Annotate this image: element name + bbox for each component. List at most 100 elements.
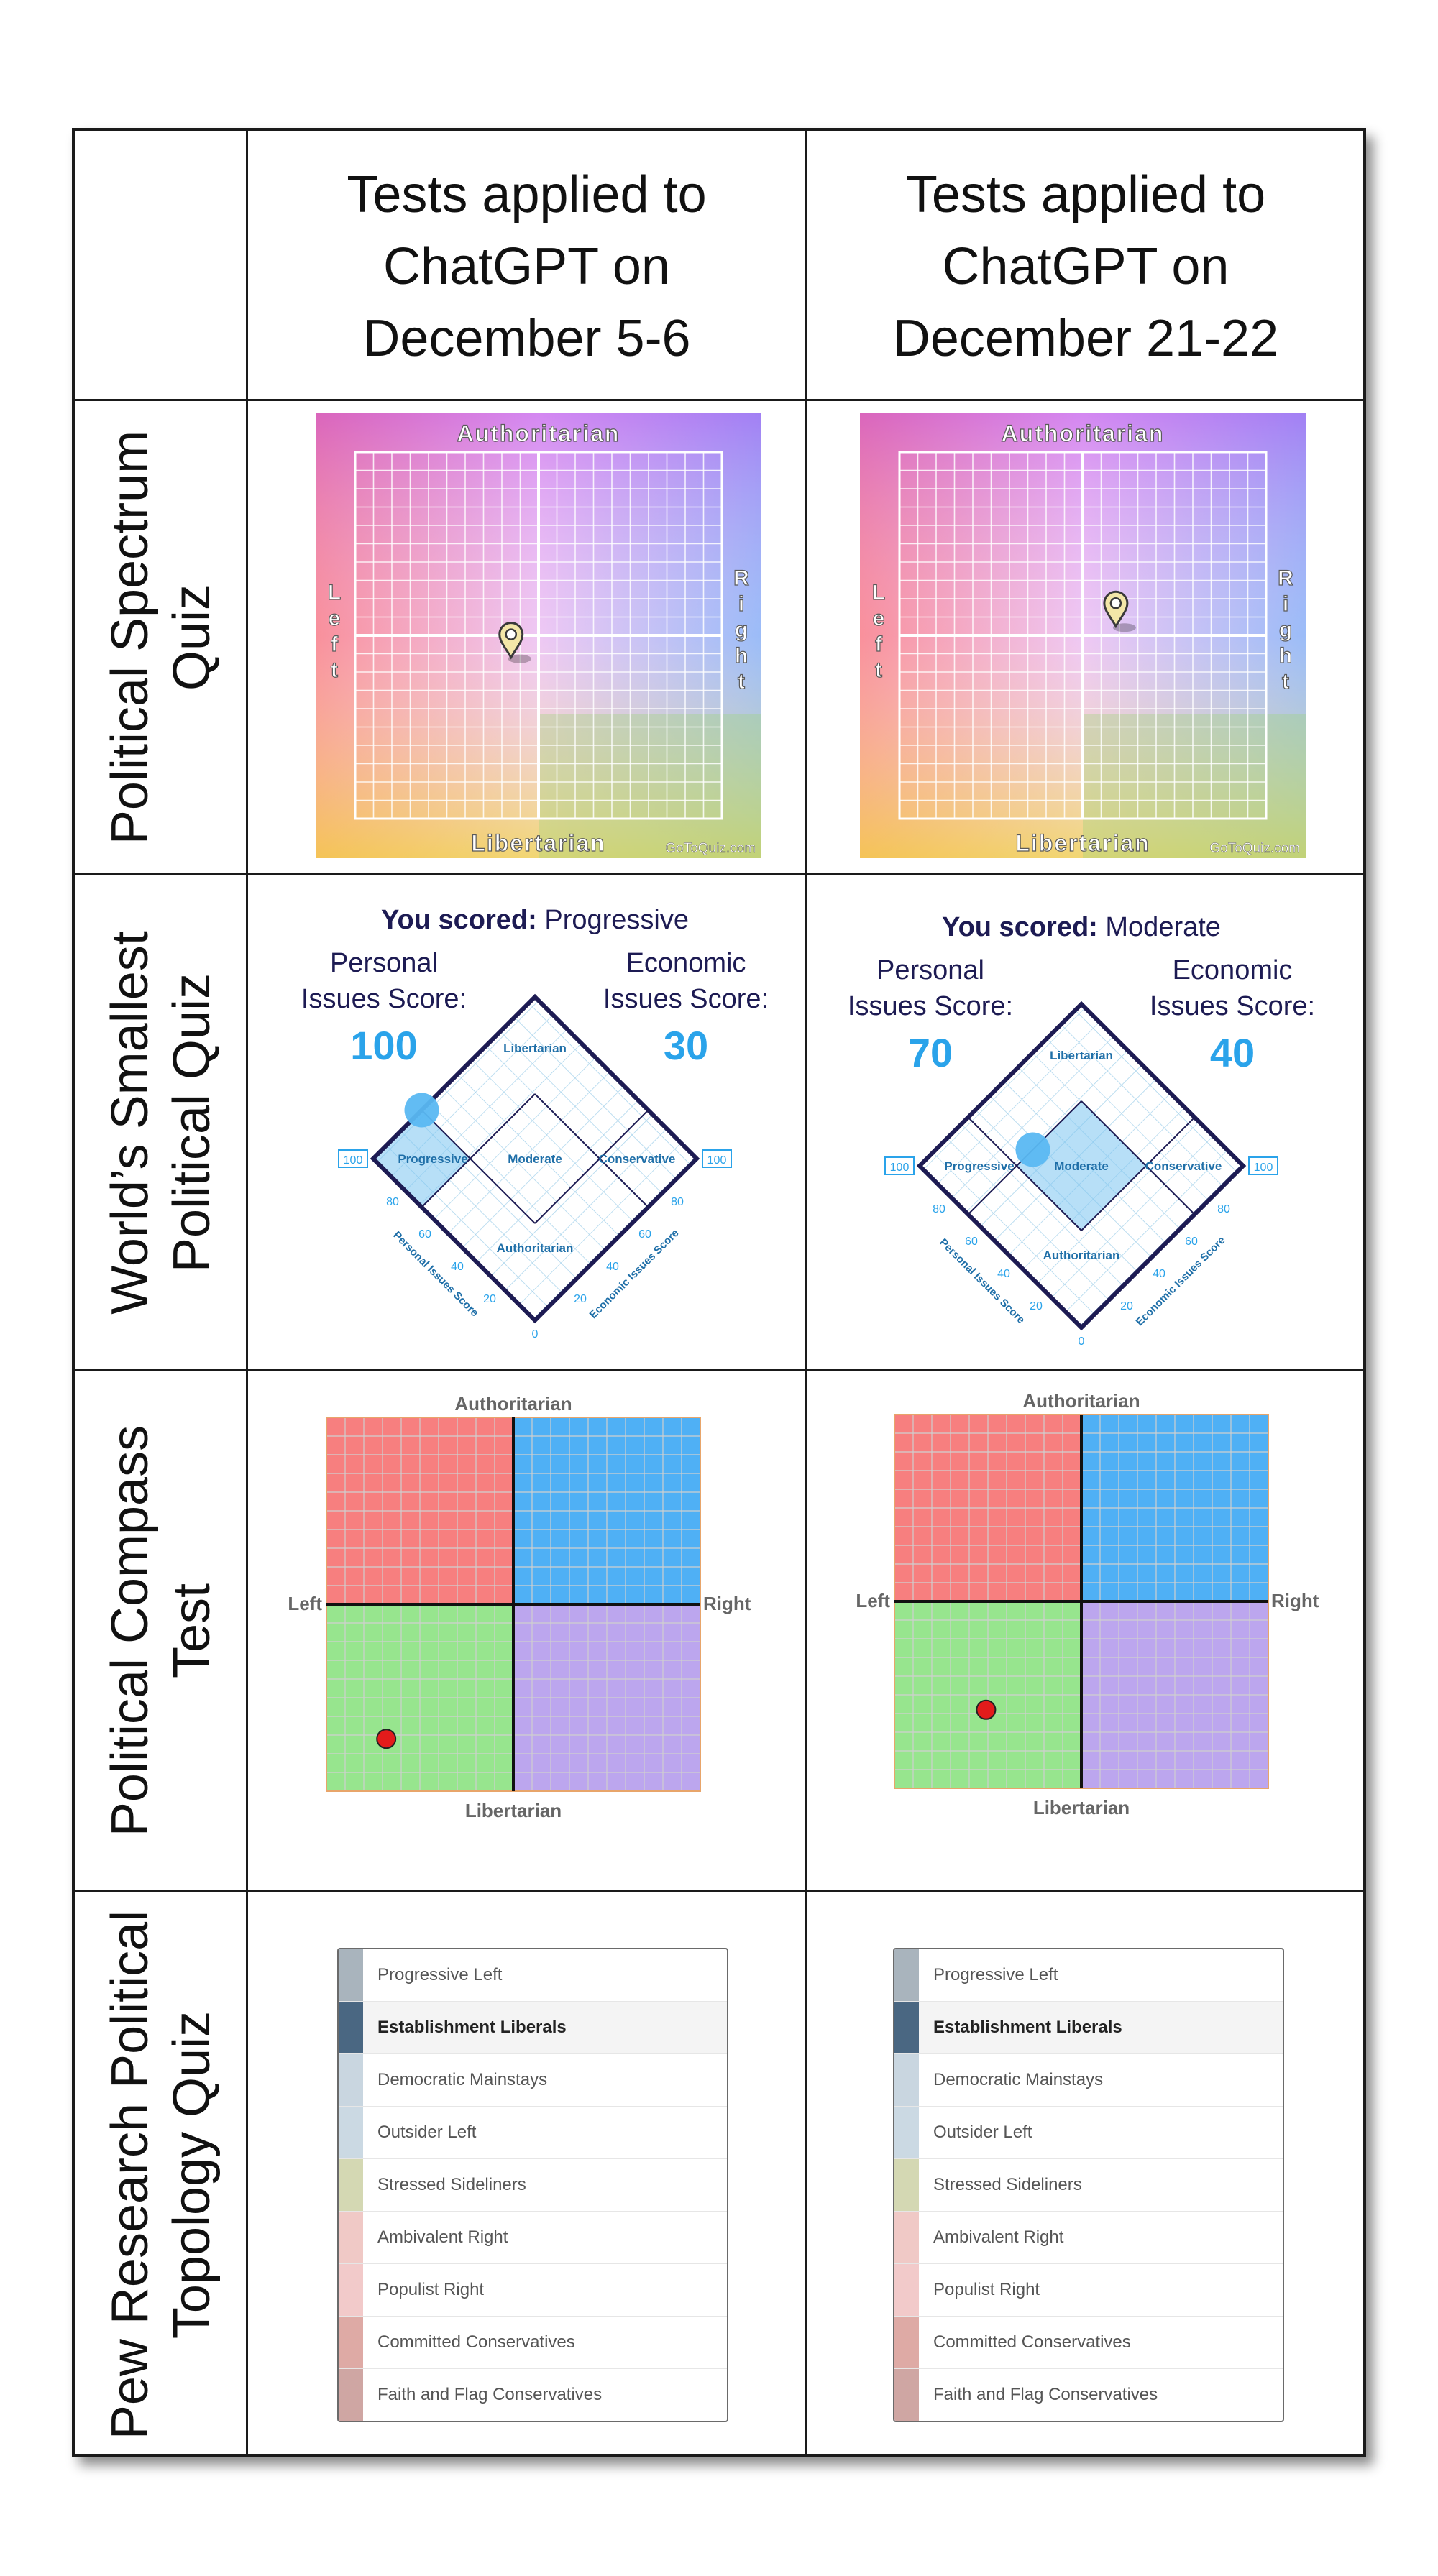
region-line xyxy=(1145,1165,1196,1215)
pew-swatch xyxy=(339,1949,363,2001)
smallest-svg: You scored: Moderate Personal Issues Score… xyxy=(848,912,1315,1348)
region-line xyxy=(967,1116,1017,1167)
personal-label: Personal xyxy=(330,948,438,978)
compass-chart-1: Authoritarian Libertarian Left Right xyxy=(844,1371,1319,1867)
result-dot xyxy=(1015,1132,1050,1167)
pew-row: Committed Conservatives xyxy=(894,2317,1283,2369)
pew-swatch xyxy=(894,1949,919,2001)
axis-label-bottom: Libertarian xyxy=(1015,830,1150,856)
row-label-worlds-smallest: World’s Smallest Political Quiz xyxy=(75,875,247,1369)
spectrum-svg: AuthoritarianLibertarianLeftRightGoToQui… xyxy=(860,413,1306,858)
axis-label-right: Right xyxy=(1271,1590,1319,1611)
pew-swatch xyxy=(339,2369,363,2421)
pew-label: Faith and Flag Conservatives xyxy=(377,2385,603,2404)
pew-row: Outsider Left xyxy=(339,2107,727,2159)
pew-row: Outsider Left xyxy=(894,2107,1283,2159)
row-divider xyxy=(75,399,1363,401)
pew-row: Stressed Sideliners xyxy=(339,2159,727,2212)
axis-label-left: Left xyxy=(288,1593,322,1614)
region-label-conservative: Conservative xyxy=(599,1152,676,1166)
region-label-authoritarian: Authoritarian xyxy=(497,1241,574,1255)
tick-personal: 60 xyxy=(418,1228,431,1241)
pew-label: Faith and Flag Conservatives xyxy=(933,2385,1158,2404)
axis-label-top: Authoritarian xyxy=(454,1393,572,1414)
pew-row: Establishment Liberals xyxy=(339,2002,727,2054)
column-header-dec-21-22: Tests applied to ChatGPT on December 21-22 xyxy=(807,131,1364,402)
pew-label: Outsider Left xyxy=(377,2122,477,2142)
pew-label: Ambivalent Right xyxy=(933,2227,1064,2247)
pew-swatch xyxy=(894,2212,919,2263)
pew-label: Committed Conservatives xyxy=(377,2332,575,2352)
tick-economic: 40 xyxy=(1153,1268,1165,1280)
tick-zero: 0 xyxy=(532,1328,539,1340)
smallest-chart-1: You scored: Moderate Personal Issues Score… xyxy=(837,886,1326,1374)
tick-personal: 60 xyxy=(965,1236,978,1248)
region-label-progressive: Progressive xyxy=(398,1152,467,1166)
region-line xyxy=(1016,1165,1082,1231)
region-line xyxy=(534,1093,600,1159)
region-label-moderate: Moderate xyxy=(508,1152,562,1166)
column-header-dec-5-6: Tests applied to ChatGPT on December 5-6 xyxy=(248,131,805,402)
region-line xyxy=(967,1165,1017,1215)
pew-swatch xyxy=(339,2107,363,2158)
axis-label-left: t xyxy=(331,658,339,682)
tick-personal: 40 xyxy=(997,1268,1010,1280)
score-box-left xyxy=(338,1149,368,1168)
axis-label-right: h xyxy=(735,644,749,668)
row-divider xyxy=(75,873,1363,875)
score-box-left xyxy=(884,1156,915,1175)
column-divider xyxy=(805,131,807,2454)
pew-label: Stressed Sideliners xyxy=(377,2175,526,2194)
pew-row: Establishment Liberals xyxy=(894,2002,1283,2054)
pew-row: Progressive Left xyxy=(894,1949,1283,2002)
axis-label-right: Right xyxy=(703,1593,751,1614)
pew-swatch xyxy=(339,2054,363,2106)
axis-label-left: f xyxy=(331,632,339,656)
tick-economic: 60 xyxy=(638,1228,651,1241)
economic-score: 40 xyxy=(1210,1030,1255,1075)
score-box-right-text: 100 xyxy=(1254,1162,1273,1174)
pew-label: Outsider Left xyxy=(933,2122,1032,2142)
axis-label-bottom: Libertarian xyxy=(1033,1797,1130,1818)
region-label-conservative: Conservative xyxy=(1145,1159,1222,1173)
pew-row: Faith and Flag Conservatives xyxy=(894,2369,1283,2421)
comparison-table: Tests applied to ChatGPT on December 5-6 T… xyxy=(72,128,1366,2457)
axis-label-left: f xyxy=(875,632,884,656)
axis-label-left: L xyxy=(328,581,342,604)
marker-shadow xyxy=(1112,623,1136,632)
score-box-left-text: 100 xyxy=(890,1162,910,1174)
region-line xyxy=(1081,1100,1147,1167)
region-label-libertarian: Libertarian xyxy=(503,1041,567,1055)
region-line xyxy=(470,1158,536,1224)
row-divider xyxy=(75,1369,1363,1371)
pew-list-0: Progressive Left Establishment Liberals De… xyxy=(337,1948,728,2422)
scored-line: You scored: Moderate xyxy=(942,912,1221,942)
result-marker-hole xyxy=(1109,597,1122,610)
pew-label: Committed Conservatives xyxy=(933,2332,1131,2352)
axis-label-bottom: Libertarian xyxy=(471,830,605,856)
pew-row: Progressive Left xyxy=(339,1949,727,2002)
region-label-progressive: Progressive xyxy=(944,1159,1014,1173)
pew-swatch xyxy=(339,2159,363,2211)
tick-personal: 80 xyxy=(386,1196,399,1208)
tick-personal: 80 xyxy=(933,1203,945,1215)
scored-prefix: You scored: xyxy=(381,905,544,935)
score-box-right-text: 100 xyxy=(707,1154,727,1167)
pew-swatch xyxy=(894,2002,919,2053)
pew-label: Progressive Left xyxy=(933,1965,1058,1984)
personal-label: Issues Score: xyxy=(301,984,467,1014)
pew-row: Democratic Mainstays xyxy=(339,2054,727,2107)
pew-row: Democratic Mainstays xyxy=(894,2054,1283,2107)
economic-score: 30 xyxy=(664,1023,708,1068)
tick-economic: 20 xyxy=(1120,1300,1133,1312)
scored-value: Moderate xyxy=(1105,912,1221,942)
scored-prefix: You scored: xyxy=(942,912,1105,942)
personal-label: Issues Score: xyxy=(848,991,1013,1021)
region-line xyxy=(599,1158,649,1208)
pew-row: Populist Right xyxy=(339,2264,727,2317)
pew-swatch xyxy=(339,2212,363,2263)
scored-value: Progressive xyxy=(544,905,689,935)
tick-economic: 20 xyxy=(574,1293,587,1305)
